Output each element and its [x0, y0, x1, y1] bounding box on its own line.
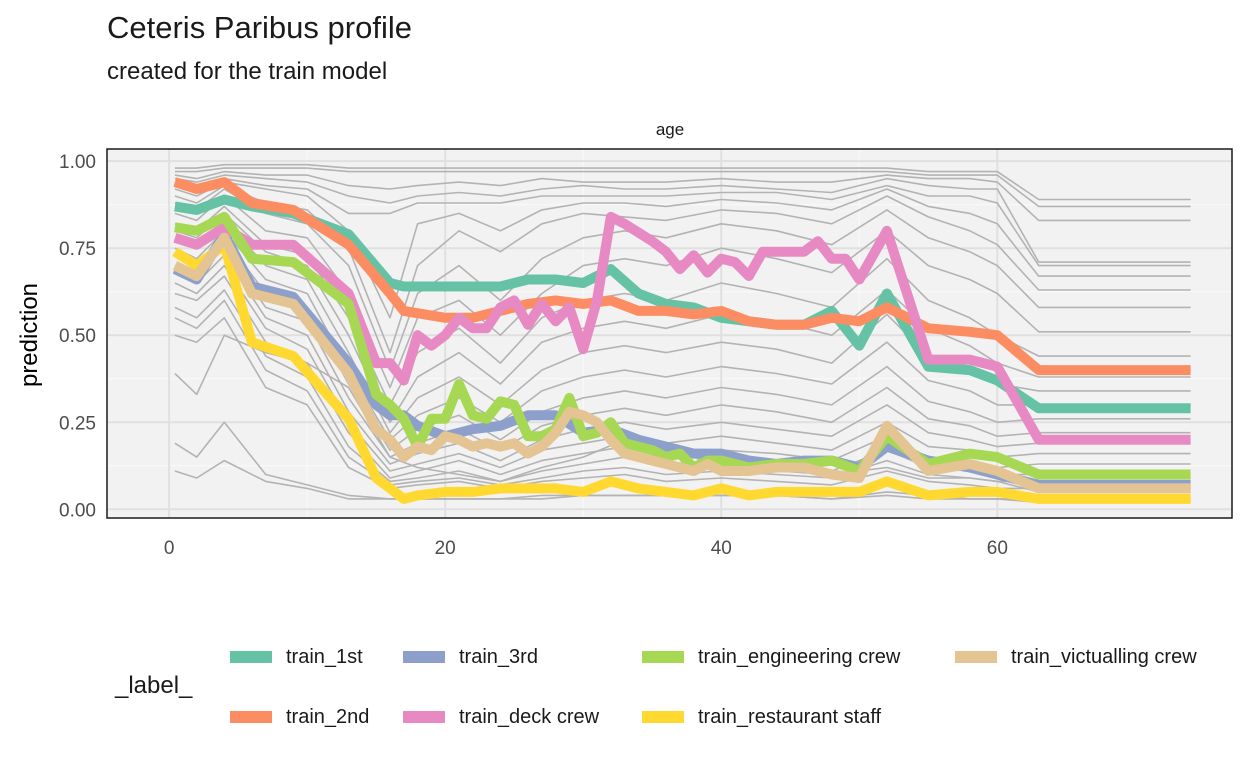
- legend-label-train-3rd: train_3rd: [459, 645, 538, 668]
- y-tick-label: 0.50: [59, 326, 96, 347]
- legend-label-train-1st: train_1st: [286, 645, 363, 668]
- y-tick-label: 0.00: [59, 500, 96, 521]
- legend-label-train-2nd: train_2nd: [286, 705, 370, 728]
- background-profile-line: [174, 163, 1191, 201]
- legend-item-train-restaurant-staff: train_restaurant staff: [642, 705, 881, 729]
- legend-swatch-train-deck-crew: [403, 711, 445, 723]
- y-axis-label: prediction: [16, 283, 43, 387]
- series-line-train-2nd: [173, 177, 1191, 376]
- legend-label-train-victualling-crew: train_victualling crew: [1011, 645, 1197, 668]
- legend-label-train-deck-crew: train_deck crew: [459, 705, 600, 728]
- legend-swatch-train-1st: [230, 651, 272, 663]
- x-tick-label: 20: [435, 538, 456, 559]
- legend-item-train-1st: train_1st: [230, 645, 363, 669]
- legend-swatch-train-restaurant-staff: [642, 711, 684, 723]
- background-profile-line: [174, 177, 1191, 267]
- legend-item-train-3rd: train_3rd: [403, 645, 538, 669]
- legend-item-train-deck-crew: train_deck crew: [403, 705, 599, 729]
- background-profile-line: [174, 188, 1191, 371]
- x-tick-label: 0: [164, 538, 175, 559]
- y-tick-label: 0.75: [59, 239, 96, 260]
- legend-swatch-train-victualling-crew: [955, 651, 997, 663]
- legend-item-train-engineering-crew: train_engineering crew: [642, 645, 900, 669]
- background-profile-line: [174, 174, 1191, 263]
- legend-swatch-train-engineering-crew: [642, 651, 684, 663]
- legend-title: _label_: [115, 672, 193, 699]
- legend-item-train-victualling-crew: train_victualling crew: [955, 645, 1197, 669]
- background-profile-line: [174, 167, 1191, 208]
- background-profile-line: [174, 195, 1191, 389]
- x-tick-label: 60: [987, 538, 1008, 559]
- background-profile-line: [174, 170, 1191, 222]
- y-tick-label: 1.00: [59, 152, 96, 173]
- x-tick-label: 40: [711, 538, 732, 559]
- facet-label: age: [656, 120, 684, 139]
- background-profile-line: [174, 230, 1191, 441]
- background-profile-line: [174, 299, 1191, 486]
- legend-swatch-train-3rd: [403, 651, 445, 663]
- background-profile-line: [174, 264, 1191, 472]
- chart-subtitle: created for the train model: [107, 58, 388, 85]
- background-profile-line: [174, 316, 1191, 490]
- series-line-train-restaurant-staff: [172, 239, 1191, 504]
- plot-border: [106, 148, 1233, 519]
- legend-label-train-engineering-crew: train_engineering crew: [698, 645, 901, 668]
- chart-title: Ceteris Paribus profile: [107, 10, 412, 45]
- legend-label-train-restaurant-staff: train_restaurant staff: [698, 705, 882, 728]
- series-line-train-victualling-crew: [172, 232, 1191, 494]
- legend-item-train-2nd: train_2nd: [230, 705, 369, 729]
- series-line-train-deck-crew: [173, 211, 1191, 445]
- legend-swatch-train-2nd: [230, 711, 272, 723]
- background-profile-line: [174, 181, 1191, 319]
- y-tick-label: 0.25: [59, 413, 96, 434]
